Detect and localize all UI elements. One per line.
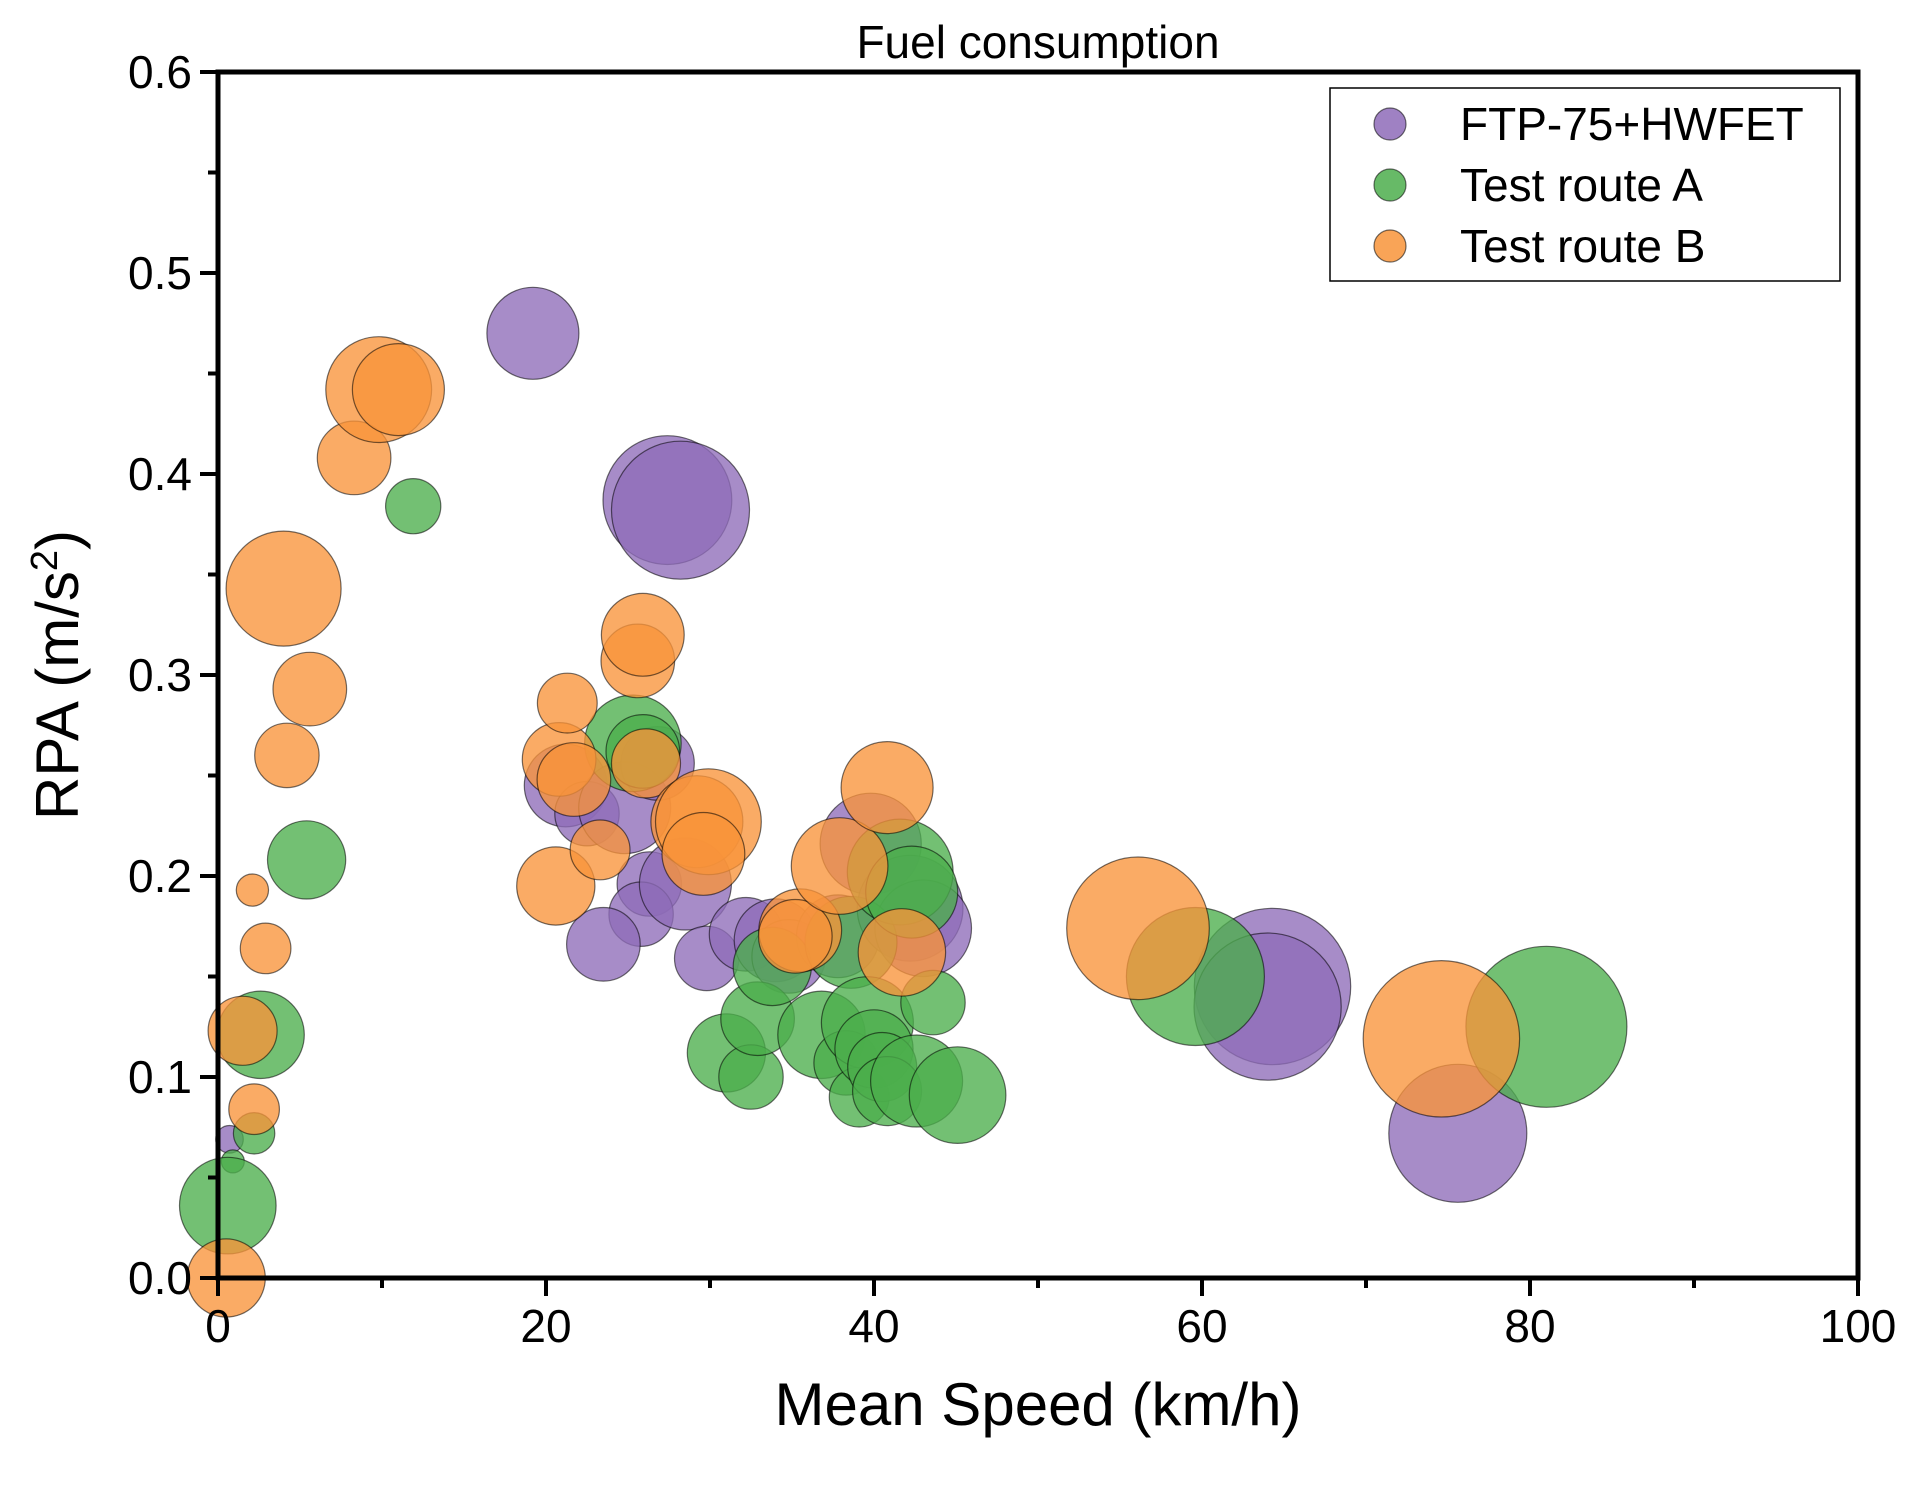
y-axis-title-superscript: 2 xyxy=(24,550,66,571)
bubble-test-route-a-5 xyxy=(385,478,442,535)
legend-label-2: Test route B xyxy=(1460,220,1705,272)
x-tick-label: 20 xyxy=(520,1300,571,1352)
chart-title: Fuel consumption xyxy=(856,16,1219,68)
bubble-test-route-b-3 xyxy=(235,873,270,907)
axis-ticks xyxy=(200,70,1860,1296)
bubble-test-route-b-28 xyxy=(1362,960,1521,1118)
bubble-test-route-a-4 xyxy=(266,820,347,900)
legend: FTP-75+HWFET Test route A Test route B xyxy=(1329,87,1841,282)
bubble-test-route-b-1 xyxy=(207,995,278,1066)
bubble-test-route-b-13 xyxy=(536,672,598,734)
bubble-layer xyxy=(178,286,1628,1318)
y-tick-label: 0.5 xyxy=(128,247,192,299)
y-tick-label: 0.6 xyxy=(128,46,192,98)
bubble-test-route-b-25 xyxy=(840,740,934,835)
x-tick-label: 100 xyxy=(1820,1300,1897,1352)
bubble-test-route-b-17 xyxy=(600,592,685,677)
y-tick-label: 0.2 xyxy=(128,850,192,902)
bubble-test-route-b-6 xyxy=(254,722,320,789)
bubble-test-route-b-5 xyxy=(225,530,342,647)
bubble-test-route-b-10 xyxy=(351,343,445,437)
legend-items: FTP-75+HWFET Test route A Test route B xyxy=(1373,98,1804,272)
x-tick-label: 80 xyxy=(1504,1300,1555,1352)
legend-marker-2 xyxy=(1373,229,1407,263)
x-tick-label: 40 xyxy=(848,1300,899,1352)
bubble-test-route-a-24 xyxy=(908,1046,1007,1144)
bubble-test-route-b-27 xyxy=(1066,856,1210,1001)
legend-marker-1 xyxy=(1373,168,1407,202)
axis-tick-labels: 0 20 40 60 80 100 0.0 0.1 0.2 0.3 0.4 0.5 0.6 xyxy=(128,46,1896,1352)
bubble-test-route-b-14 xyxy=(536,742,612,817)
bubble-ftp-75-hwfet-1 xyxy=(486,286,580,380)
bubble-ftp-75-hwfet-10 xyxy=(566,906,641,982)
bubble-test-route-b-23 xyxy=(757,898,833,974)
y-tick-label: 0.0 xyxy=(128,1252,192,1304)
bubble-test-route-b-18 xyxy=(610,728,682,799)
bubble-ftp-75-hwfet-3 xyxy=(610,440,751,580)
bubble-test-route-b-7 xyxy=(272,651,348,727)
bubble-test-route-b-2 xyxy=(228,1083,281,1136)
y-axis-title-close: ) xyxy=(24,530,91,550)
legend-box xyxy=(1329,87,1841,282)
y-tick-label: 0.3 xyxy=(128,649,192,701)
y-axis-title: RPA (m/s2) xyxy=(24,530,91,820)
bubble-test-route-b-4 xyxy=(239,922,292,975)
y-tick-label: 0.1 xyxy=(128,1051,192,1103)
legend-label-0: FTP-75+HWFET xyxy=(1460,98,1804,150)
bubble-test-route-b-24 xyxy=(790,817,889,915)
bubble-test-route-b-21 xyxy=(661,811,746,896)
bubble-test-route-b-26 xyxy=(857,908,947,997)
x-tick-label: 60 xyxy=(1176,1300,1227,1352)
legend-marker-0 xyxy=(1373,107,1407,141)
x-axis-title: Mean Speed (km/h) xyxy=(775,1371,1302,1438)
x-tick-label: 0 xyxy=(205,1300,231,1352)
y-tick-label: 0.4 xyxy=(128,448,192,500)
y-axis-title-text: RPA (m/s xyxy=(24,571,91,820)
legend-label-1: Test route A xyxy=(1460,159,1703,211)
bubble-test-route-b-15 xyxy=(569,819,631,881)
